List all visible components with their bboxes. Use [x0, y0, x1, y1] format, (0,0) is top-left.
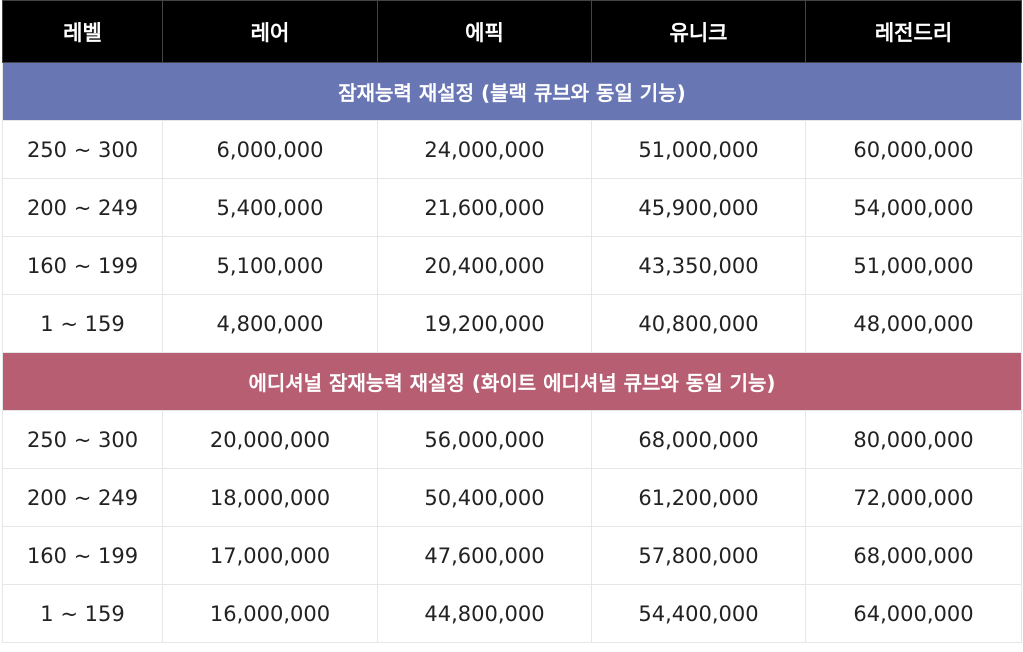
cost-cell: 51,000,000 — [805, 236, 1022, 295]
data-row: 200 ~ 249 5,400,000 21,600,000 45,900,000 54… — [2, 178, 1022, 237]
cost-cell: 20,000,000 — [162, 410, 378, 469]
cost-cell: 19,200,000 — [377, 294, 592, 353]
cost-cell: 54,400,000 — [591, 584, 806, 643]
level-cell: 250 ~ 300 — [2, 410, 163, 469]
cost-cell: 80,000,000 — [805, 410, 1022, 469]
cost-cell: 40,800,000 — [591, 294, 806, 353]
cost-cell: 18,000,000 — [162, 468, 378, 527]
column-header: 레벨 — [2, 0, 163, 63]
level-cell: 250 ~ 300 — [2, 120, 163, 179]
level-cell: 1 ~ 159 — [2, 584, 163, 643]
cost-cell: 54,000,000 — [805, 178, 1022, 237]
cost-cell: 60,000,000 — [805, 120, 1022, 179]
cost-cell: 16,000,000 — [162, 584, 378, 643]
cost-cell: 48,000,000 — [805, 294, 1022, 353]
cost-cell: 20,400,000 — [377, 236, 592, 295]
cost-cell: 64,000,000 — [805, 584, 1022, 643]
cost-cell: 43,350,000 — [591, 236, 806, 295]
cost-cell: 51,000,000 — [591, 120, 806, 179]
level-cell: 160 ~ 199 — [2, 526, 163, 585]
table-body: 잠재능력 재설정 (블랙 큐브와 동일 기능) 250 ~ 300 6,000,00… — [2, 62, 1022, 643]
data-row: 250 ~ 300 6,000,000 24,000,000 51,000,000 60… — [2, 120, 1022, 179]
level-cell: 200 ~ 249 — [2, 178, 163, 237]
data-row: 250 ~ 300 20,000,000 56,000,000 68,000,000 8… — [2, 410, 1022, 469]
cost-cell: 56,000,000 — [377, 410, 592, 469]
section-title: 에디셔널 잠재능력 재설정 (화이트 에디셔널 큐브와 동일 기능) — [2, 352, 1022, 411]
cost-cell: 4,800,000 — [162, 294, 378, 353]
header-row: 레벨 레어 에픽 유니크 레전드리 — [2, 0, 1022, 63]
data-row: 1 ~ 159 16,000,000 44,800,000 54,400,000 64,… — [2, 584, 1022, 643]
data-row: 160 ~ 199 17,000,000 47,600,000 57,800,000 6… — [2, 526, 1022, 585]
column-header: 유니크 — [591, 0, 806, 63]
cost-cell: 21,600,000 — [377, 178, 592, 237]
cost-cell: 44,800,000 — [377, 584, 592, 643]
cost-cell: 72,000,000 — [805, 468, 1022, 527]
cost-cell: 61,200,000 — [591, 468, 806, 527]
level-cell: 1 ~ 159 — [2, 294, 163, 353]
cost-cell: 24,000,000 — [377, 120, 592, 179]
column-header: 레전드리 — [805, 0, 1022, 63]
cost-cell: 6,000,000 — [162, 120, 378, 179]
level-cell: 200 ~ 249 — [2, 468, 163, 527]
column-header: 레어 — [162, 0, 378, 63]
cost-cell: 17,000,000 — [162, 526, 378, 585]
section-row: 에디셔널 잠재능력 재설정 (화이트 에디셔널 큐브와 동일 기능) — [2, 352, 1022, 411]
cost-cell: 47,600,000 — [377, 526, 592, 585]
cost-cell: 5,100,000 — [162, 236, 378, 295]
section-row: 잠재능력 재설정 (블랙 큐브와 동일 기능) — [2, 62, 1022, 121]
column-header: 에픽 — [377, 0, 592, 63]
cost-cell: 45,900,000 — [591, 178, 806, 237]
data-row: 200 ~ 249 18,000,000 50,400,000 61,200,000 7… — [2, 468, 1022, 527]
section-title: 잠재능력 재설정 (블랙 큐브와 동일 기능) — [2, 62, 1022, 121]
cost-cell: 50,400,000 — [377, 468, 592, 527]
data-row: 160 ~ 199 5,100,000 20,400,000 43,350,000 51… — [2, 236, 1022, 295]
data-row: 1 ~ 159 4,800,000 19,200,000 40,800,000 48,0… — [2, 294, 1022, 353]
cost-cell: 57,800,000 — [591, 526, 806, 585]
cost-cell: 5,400,000 — [162, 178, 378, 237]
level-cell: 160 ~ 199 — [2, 236, 163, 295]
cost-cell: 68,000,000 — [805, 526, 1022, 585]
cost-cell: 68,000,000 — [591, 410, 806, 469]
